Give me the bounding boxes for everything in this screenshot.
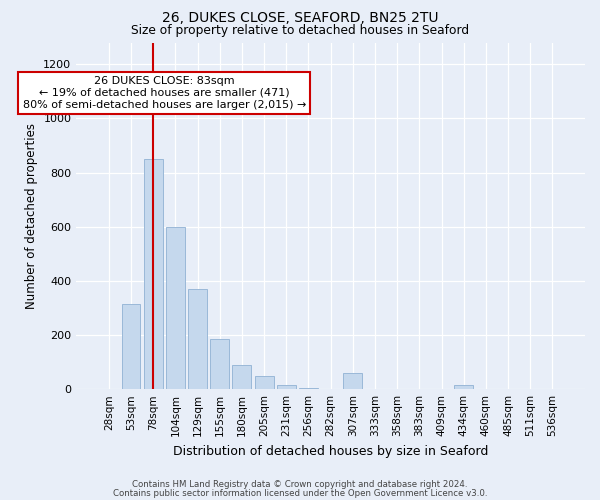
Text: Size of property relative to detached houses in Seaford: Size of property relative to detached ho…	[131, 24, 469, 37]
Bar	[343, 373, 362, 389]
Bar	[232, 365, 251, 389]
Bar	[144, 159, 163, 389]
Bar	[188, 289, 207, 389]
Text: Contains HM Land Registry data © Crown copyright and database right 2024.: Contains HM Land Registry data © Crown c…	[132, 480, 468, 489]
Text: 26, DUKES CLOSE, SEAFORD, BN25 2TU: 26, DUKES CLOSE, SEAFORD, BN25 2TU	[162, 11, 438, 25]
Bar	[166, 226, 185, 389]
X-axis label: Distribution of detached houses by size in Seaford: Distribution of detached houses by size …	[173, 444, 488, 458]
Bar	[122, 304, 140, 389]
Bar	[277, 385, 296, 389]
Bar	[454, 385, 473, 389]
Bar	[254, 376, 274, 389]
Text: Contains public sector information licensed under the Open Government Licence v3: Contains public sector information licen…	[113, 488, 487, 498]
Bar	[299, 388, 318, 389]
Text: 26 DUKES CLOSE: 83sqm
← 19% of detached houses are smaller (471)
80% of semi-det: 26 DUKES CLOSE: 83sqm ← 19% of detached …	[23, 76, 306, 110]
Y-axis label: Number of detached properties: Number of detached properties	[25, 123, 38, 309]
Bar	[210, 339, 229, 389]
